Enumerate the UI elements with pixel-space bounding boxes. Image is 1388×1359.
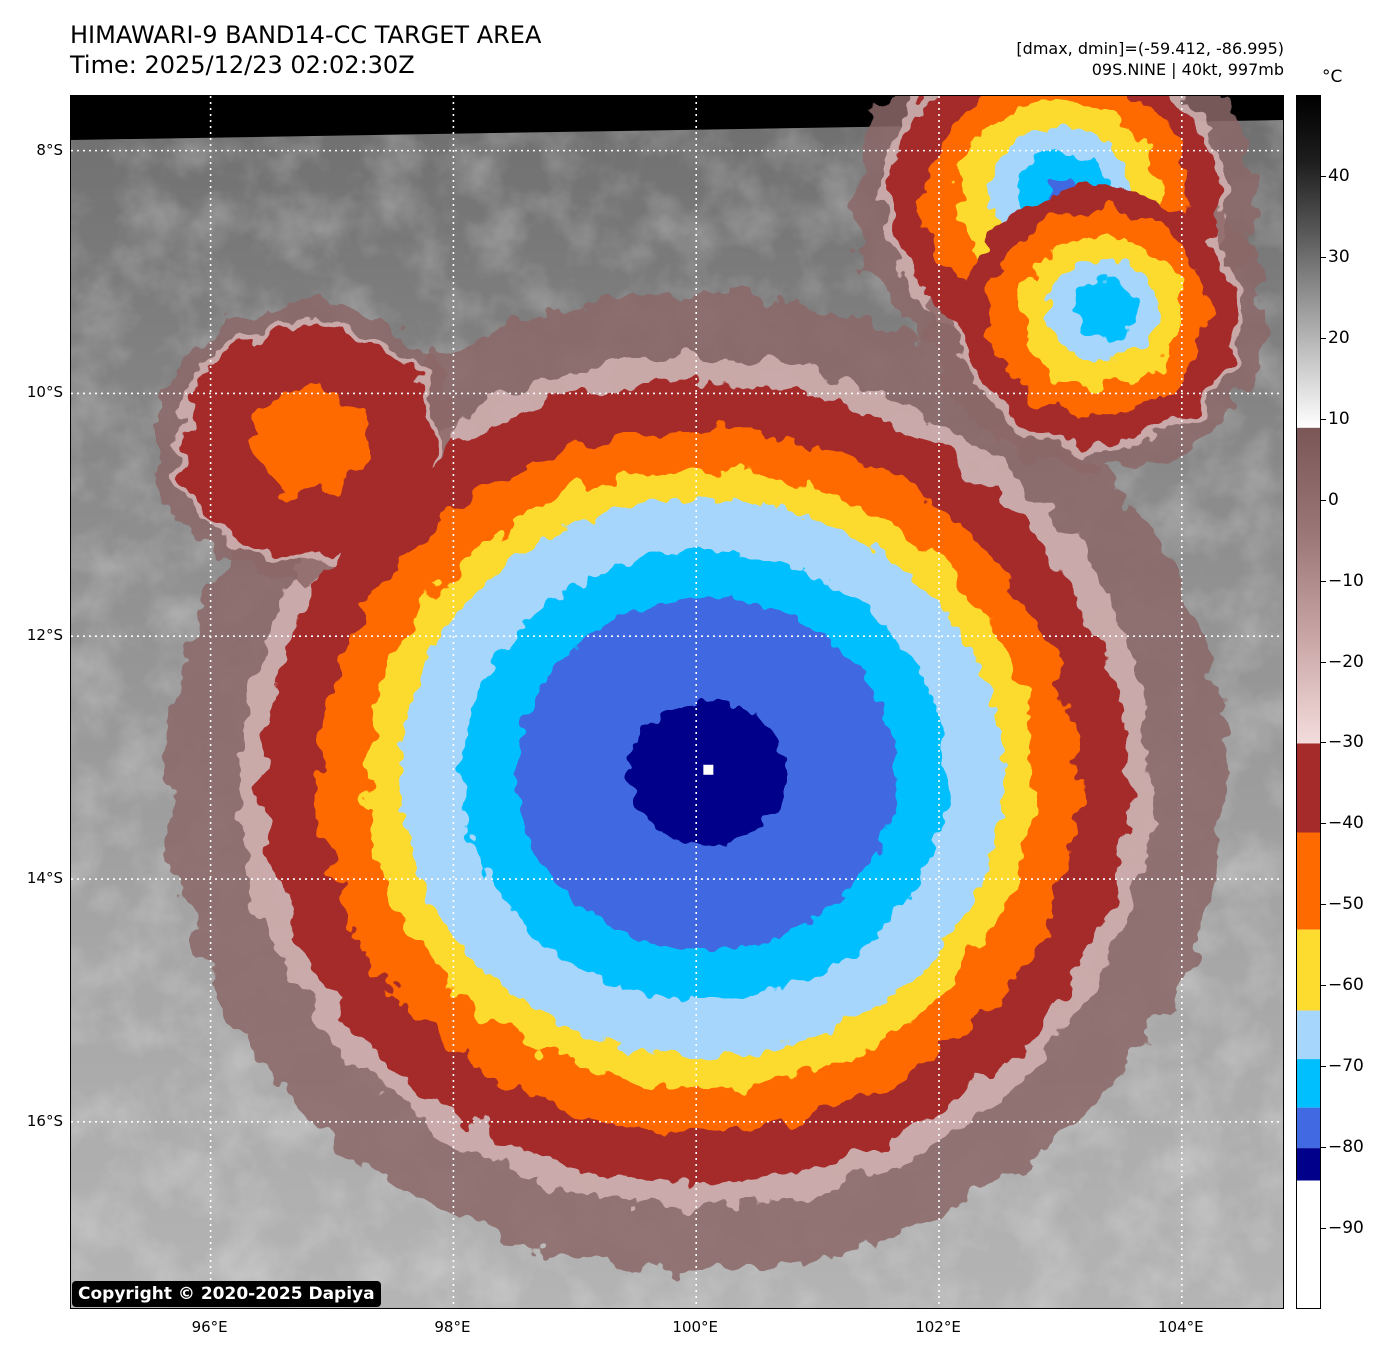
colorbar-band <box>1297 832 1320 930</box>
longitude-label: 98°E <box>434 1318 471 1336</box>
longitude-label: 96°E <box>191 1318 228 1336</box>
cell-northeast-cluster-lower <box>959 187 1235 442</box>
latitude-label: 12°S <box>26 626 63 645</box>
colorbar-tick-label: 30 <box>1328 246 1350 267</box>
colorbar-tick-label: 10 <box>1328 408 1350 429</box>
colorbar-tick-label: −20 <box>1328 651 1364 672</box>
colorbar-band <box>1297 743 1320 833</box>
colorbar-tick-label: −90 <box>1328 1218 1364 1239</box>
colorbar-band <box>1297 1059 1320 1108</box>
colorbar-tick-label: −60 <box>1328 975 1364 996</box>
colorbar-tick <box>1321 337 1326 339</box>
colorbar-tick <box>1321 742 1326 744</box>
colorbar-tick-label: 20 <box>1328 327 1350 348</box>
colorbar-tick-label: −70 <box>1328 1056 1364 1077</box>
colorbar-band <box>1297 1180 1320 1308</box>
satellite-map-canvas <box>71 96 1283 1308</box>
colorbar-band <box>1297 1010 1320 1060</box>
chart-title: HIMAWARI-9 BAND14-CC TARGET AREA Time: 2… <box>70 20 541 80</box>
colorbar-tick-label: −10 <box>1328 570 1364 591</box>
colorbar-tick <box>1321 1066 1326 1068</box>
colorbar-tick-label: −80 <box>1328 1137 1364 1158</box>
storm-center-pixel <box>703 764 714 775</box>
colorbar-tick-label: 40 <box>1328 165 1350 186</box>
copyright-badge: Copyright © 2020-2025 Dapiya <box>72 1281 381 1307</box>
longitude-label: 100°E <box>672 1318 719 1336</box>
colorbar-band <box>1297 1148 1320 1181</box>
colorbar-tick <box>1321 1228 1326 1230</box>
meta-line-storm-info: 09S.NINE | 40kt, 997mb <box>1091 60 1284 79</box>
latitude-label: 16°S <box>26 1111 63 1130</box>
latitude-label: 8°S <box>36 140 63 159</box>
cell-ring <box>1072 278 1138 339</box>
colorbar-tick-label: −40 <box>1328 813 1364 834</box>
colorbar-tick-label: 0 <box>1328 489 1339 510</box>
longitude-label: 104°E <box>1157 1318 1204 1336</box>
title-line-1: HIMAWARI-9 BAND14-CC TARGET AREA <box>70 21 542 49</box>
storm-meta: [dmax, dmin]=(-59.412, -86.995) 09S.NINE… <box>1016 38 1284 80</box>
latitude-label: 10°S <box>26 383 63 402</box>
colorbar-band <box>1297 96 1320 428</box>
colorbar-tick-label: −50 <box>1328 894 1364 915</box>
longitude-label: 102°E <box>915 1318 961 1336</box>
colorbar-tick <box>1321 418 1326 420</box>
colorbar-tick <box>1321 661 1326 663</box>
colorbar-tick <box>1321 580 1326 582</box>
colorbar-canvas <box>1297 96 1320 1308</box>
cell-main-storm <box>263 381 1129 1183</box>
title-line-2: Time: 2025/12/23 02:02:30Z <box>70 51 415 79</box>
colorbar-band <box>1297 1107 1320 1149</box>
colorbar-band <box>1297 427 1320 744</box>
colorbar-band <box>1297 929 1320 1011</box>
colorbar-tick <box>1321 256 1326 258</box>
colorbar-tick <box>1321 985 1326 987</box>
colorbar-unit: °C <box>1322 67 1343 87</box>
latitude-label: 14°S <box>26 869 63 888</box>
colorbar-tick <box>1321 904 1326 906</box>
meta-line-dmax-dmin: [dmax, dmin]=(-59.412, -86.995) <box>1016 39 1284 58</box>
colorbar-tick <box>1321 175 1326 177</box>
satellite-map[interactable] <box>70 95 1284 1309</box>
cell-west-cell <box>183 326 433 558</box>
colorbar-tick <box>1321 823 1326 825</box>
lat-lon-gridlines <box>71 96 1283 1308</box>
colorbar <box>1296 95 1321 1309</box>
cell-ring <box>250 385 369 496</box>
colorbar-tick <box>1321 1147 1326 1149</box>
colorbar-tick-label: −30 <box>1328 732 1364 753</box>
cold-cloud-cells <box>183 96 1235 1183</box>
colorbar-tick <box>1321 499 1326 501</box>
